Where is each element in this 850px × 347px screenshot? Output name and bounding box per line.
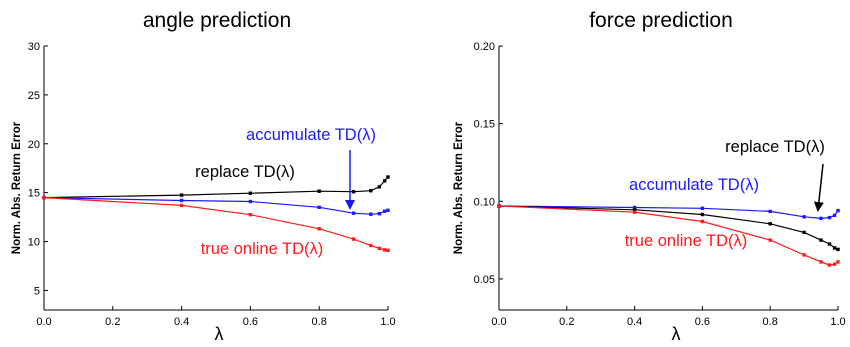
data-point-accumulate-td: [827, 215, 832, 220]
y-tick-label: 5: [34, 285, 40, 297]
y-tick-label: 0.05: [474, 274, 495, 286]
annotation-true-online: true online TD(λ): [625, 232, 748, 250]
data-point-accumulate-td: [248, 199, 253, 204]
y-tick-label: 0.10: [474, 196, 495, 208]
data-point-true-online-td: [351, 237, 356, 241]
y-tick-label: 10: [28, 237, 40, 249]
data-point-true-online-td: [497, 204, 501, 208]
annotation-replace: replace TD(λ): [725, 138, 825, 156]
data-point-replace-td: [632, 208, 637, 212]
data-point-replace-td: [827, 242, 832, 246]
data-point-accumulate-td: [317, 205, 321, 209]
data-point-replace-td: [819, 238, 823, 242]
x-tick-label: 0.2: [559, 316, 574, 328]
data-point-replace-td: [351, 190, 356, 194]
annotation-replace: replace TD(λ): [195, 163, 295, 181]
data-point-true-online-td: [802, 253, 806, 257]
y-tick-label: 15: [28, 188, 40, 200]
data-point-true-online-td: [317, 227, 321, 231]
force-prediction-panel: force prediction Norm. Abs. Return Error…: [453, 9, 846, 344]
data-point-true-online-td: [248, 213, 253, 217]
data-point-true-online-td: [832, 262, 837, 266]
x-tick-label: 1.0: [830, 316, 845, 328]
data-point-replace-td: [832, 246, 837, 250]
data-point-accumulate-td: [179, 198, 184, 203]
data-point-true-online-td: [819, 260, 823, 264]
data-point-replace-td: [768, 222, 772, 226]
y-tick-label: 30: [28, 41, 40, 53]
annotation-accumulate: accumulate TD(λ): [629, 176, 759, 194]
data-point-replace-td: [386, 175, 390, 179]
x-tick-label: 0.0: [491, 316, 506, 328]
x-tick-label: 0.2: [105, 316, 120, 328]
data-point-accumulate-td: [832, 213, 837, 217]
data-point-true-online-td: [632, 210, 637, 214]
x-tick-label: 0.8: [312, 316, 327, 328]
data-point-replace-td: [369, 189, 373, 193]
data-point-true-online-td: [386, 248, 390, 253]
data-point-true-online-td: [836, 260, 840, 264]
data-point-replace-td: [700, 212, 705, 217]
data-point-true-online-td: [768, 238, 772, 242]
x-tick-label: 0.4: [174, 316, 189, 328]
data-point-replace-td: [377, 185, 382, 189]
data-point-accumulate-td: [836, 208, 840, 213]
y-tick-label: 0.15: [474, 119, 495, 131]
x-tick-label: 0.6: [243, 316, 258, 328]
chart-title: force prediction: [589, 9, 733, 32]
data-point-replace-td: [382, 179, 387, 183]
data-point-accumulate-td: [351, 211, 356, 215]
data-point-true-online-td: [382, 248, 387, 252]
data-point-accumulate-td: [819, 216, 823, 221]
data-point-replace-td: [802, 230, 806, 235]
data-point-true-online-td: [827, 263, 832, 267]
chart-title: angle prediction: [143, 9, 291, 32]
x-tick-label: 0.4: [627, 316, 642, 328]
data-point-true-online-td: [369, 243, 373, 248]
x-tick-label: 0.8: [763, 316, 778, 328]
y-tick-label: 20: [28, 139, 40, 151]
data-point-replace-td: [836, 247, 840, 252]
data-point-true-online-td: [42, 195, 46, 200]
y-axis-label: Norm. Abs. Return Error: [453, 121, 465, 254]
data-point-replace-td: [317, 189, 321, 193]
annotation-arrow-replace: [813, 163, 824, 212]
data-point-accumulate-td: [386, 208, 390, 212]
annotation-accumulate: accumulate TD(λ): [246, 126, 376, 144]
angle-prediction-panel: angle prediction Norm. Abs. Return Error…: [11, 9, 396, 344]
data-point-accumulate-td: [700, 206, 705, 210]
x-axis-label: λ: [215, 324, 224, 344]
annotation-true-online: true online TD(λ): [201, 240, 324, 258]
data-point-accumulate-td: [369, 212, 373, 216]
data-point-accumulate-td: [802, 215, 806, 219]
data-point-true-online-td: [179, 203, 184, 208]
y-tick-label: 0.20: [474, 41, 495, 53]
data-point-accumulate-td: [377, 212, 382, 216]
data-point-replace-td: [248, 191, 253, 195]
data-point-accumulate-td: [768, 209, 772, 214]
data-point-true-online-td: [700, 219, 705, 224]
x-tick-label: 0.0: [36, 316, 51, 328]
data-point-accumulate-td: [632, 205, 637, 210]
data-point-replace-td: [179, 193, 184, 197]
x-tick-label: 0.6: [695, 316, 710, 328]
x-tick-label: 1.0: [380, 316, 395, 328]
data-point-accumulate-td: [382, 209, 387, 213]
y-tick-label: 25: [28, 90, 40, 102]
x-axis-label: λ: [672, 324, 681, 344]
data-point-true-online-td: [377, 246, 382, 251]
y-axis-label: Norm. Abs. Return Error: [11, 121, 23, 254]
